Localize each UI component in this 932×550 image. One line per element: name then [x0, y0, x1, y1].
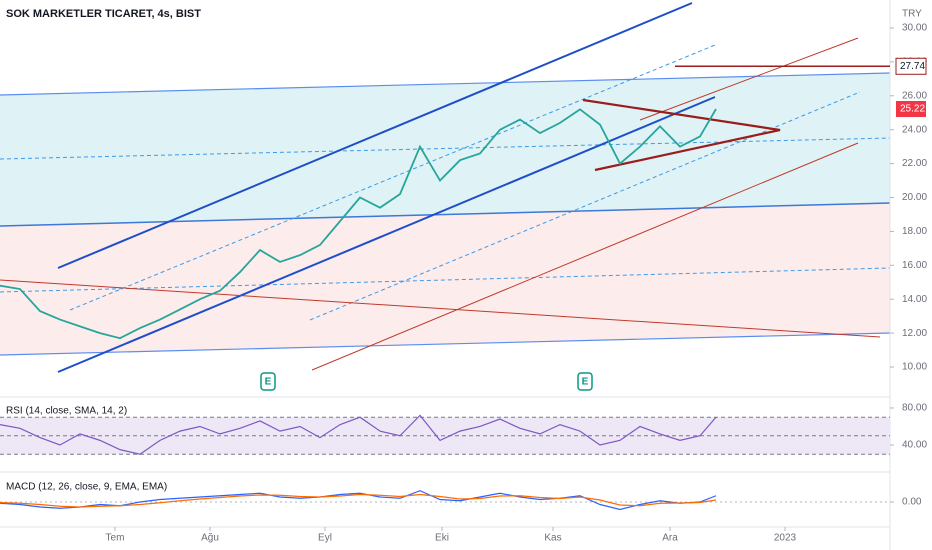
x-tick-label: Tem — [106, 533, 125, 544]
series-line — [0, 490, 717, 511]
y-tick-label: 10.00 — [902, 362, 927, 373]
y-tick-label: 22.00 — [902, 158, 927, 169]
y-tick-label: 16.00 — [902, 260, 927, 271]
event-label: E — [582, 377, 589, 388]
trend-line — [69, 44, 716, 311]
trend-line — [0, 279, 881, 338]
last-price-box — [896, 101, 926, 118]
rsi-title: RSI (14, close, SMA, 14, 2) — [6, 406, 127, 417]
y-tick-label: 80.00 — [902, 403, 927, 414]
trend-line — [0, 137, 891, 160]
x-tick-label: Kas — [544, 533, 561, 544]
triangle — [582, 98, 781, 172]
trend-line — [57, 96, 716, 373]
x-tick-label: 2023 — [774, 533, 797, 544]
y-tick-label: 24.00 — [902, 124, 927, 135]
y-tick-label: 12.00 — [902, 328, 927, 339]
series-line — [0, 108, 717, 340]
drawings — [0, 2, 891, 373]
chart-title: SOK MARKETLER TICARET, 4s, BIST — [6, 8, 201, 20]
zone-channel — [0, 73, 890, 226]
y-tick-label: 26.00 — [902, 90, 927, 101]
trend-line — [0, 267, 891, 293]
y-tick-label: 20.00 — [902, 192, 927, 203]
last-price-label: 25.22 — [900, 104, 925, 115]
series-line — [0, 493, 717, 508]
event-badge — [577, 372, 593, 391]
trend-line — [0, 202, 891, 227]
level-label-box — [895, 57, 927, 75]
y-tick-label: 14.00 — [902, 294, 927, 305]
event-label: E — [265, 377, 272, 388]
series-line — [0, 414, 717, 455]
currency: TRY — [902, 9, 922, 20]
trend-line — [57, 2, 693, 269]
macd-title: MACD (12, 26, close, 9, EMA, EMA) — [6, 482, 167, 493]
zone-lower — [0, 203, 890, 355]
y-tick-label: 30.00 — [902, 23, 927, 34]
trend-line — [639, 37, 859, 121]
level-label: 27.74 — [900, 61, 925, 72]
event-badge — [260, 372, 276, 391]
x-tick-label: Eyl — [318, 533, 332, 544]
y-tick-label: 40.00 — [902, 440, 927, 451]
y-tick-label: 18.00 — [902, 226, 927, 237]
trend-line — [311, 142, 859, 371]
trend-line — [309, 91, 861, 321]
trend-line — [0, 72, 891, 96]
x-tick-label: Ara — [662, 533, 678, 544]
x-tick-label: Ağu — [201, 533, 219, 544]
x-tick-label: Eki — [435, 533, 449, 544]
trend-line — [0, 332, 891, 356]
y-tick-label: 0.00 — [902, 497, 922, 508]
